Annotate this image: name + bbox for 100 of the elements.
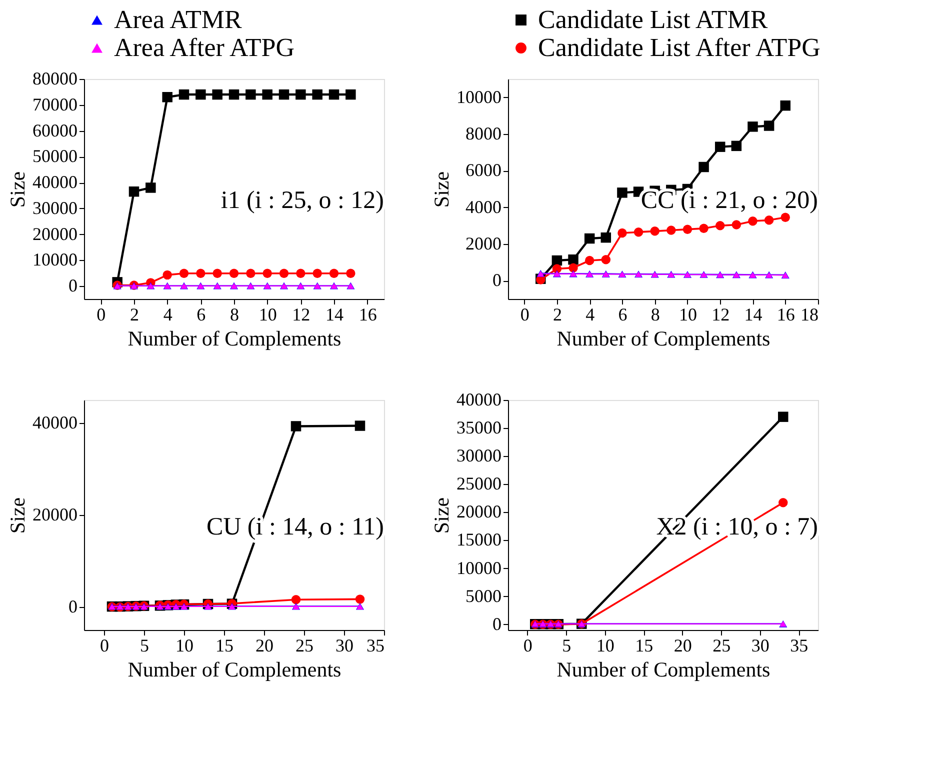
point — [346, 268, 356, 278]
x-tick-label: 20 — [256, 636, 274, 656]
point — [290, 421, 302, 432]
legend-label: Area After ATPG — [114, 33, 295, 62]
x-tick-label: 0 — [520, 304, 530, 324]
point — [748, 122, 758, 132]
x-tick-label: 5 — [562, 636, 572, 656]
point — [699, 224, 708, 234]
y-axis-title: Size — [6, 171, 30, 208]
y-axis-title: Size — [430, 171, 454, 208]
y-tick-label: 8000 — [466, 124, 502, 144]
y-tick-label: 50000 — [32, 146, 78, 166]
point — [312, 268, 322, 278]
x-tick-label: 10 — [596, 636, 614, 656]
point — [568, 254, 578, 265]
point — [128, 186, 140, 197]
y-tick-label: 0 — [68, 276, 78, 296]
point — [328, 89, 340, 100]
annotation: i1 (i : 25, o : 12) — [220, 187, 384, 214]
y-tick-label: 40000 — [456, 390, 502, 410]
x-tick-label: 15 — [635, 636, 654, 656]
x-tick-label: 10 — [176, 636, 194, 656]
point — [196, 268, 206, 278]
x-tick-label: 8 — [650, 304, 660, 324]
y-tick-label: 35000 — [456, 418, 502, 438]
point — [229, 268, 239, 278]
point — [246, 89, 256, 100]
point — [780, 212, 790, 222]
x-axis-title: Number of Complements — [556, 658, 770, 682]
x-tick-label: 14 — [744, 304, 762, 324]
point — [346, 89, 356, 100]
point — [228, 89, 240, 100]
x-tick-label: 0 — [523, 636, 532, 656]
point — [178, 89, 190, 100]
x-tick-label: 30 — [336, 636, 354, 656]
point — [162, 270, 172, 280]
y-axis-title: Size — [430, 497, 454, 534]
point — [584, 256, 594, 266]
point — [312, 89, 322, 100]
y-tick-label: 20000 — [32, 224, 78, 244]
point — [552, 264, 562, 274]
y-tick-label: 40000 — [32, 412, 78, 432]
y-tick-label: 20000 — [456, 502, 502, 522]
x-tick-label: 8 — [230, 304, 239, 324]
x-tick-label: 16 — [776, 304, 795, 324]
point — [354, 420, 366, 431]
point — [780, 100, 790, 111]
y-tick-label: 5000 — [466, 586, 502, 606]
x-axis-title: Number of Complements — [556, 326, 770, 350]
x-tick-label: 6 — [618, 304, 628, 324]
x-tick-label: 0 — [100, 636, 109, 656]
y-tick-label: 30000 — [32, 198, 78, 218]
point — [764, 216, 774, 225]
point — [262, 89, 272, 100]
point — [600, 232, 612, 243]
x-tick-label: 2 — [130, 304, 139, 324]
point — [246, 268, 256, 278]
x-tick-label: 10 — [258, 304, 277, 324]
x-tick-label: 35 — [790, 636, 808, 656]
y-tick-label: 60000 — [32, 120, 78, 140]
x-tick-label: 5 — [140, 636, 149, 656]
x-tick-label: 25 — [712, 636, 731, 656]
y-tick-label: 0 — [492, 270, 502, 290]
point — [748, 216, 758, 226]
y-tick-label: 80000 — [32, 68, 78, 88]
point — [715, 221, 725, 230]
y-tick-label: 0 — [492, 614, 502, 634]
y-tick-label: 4000 — [466, 196, 502, 217]
x-tick-label: 4 — [586, 304, 595, 324]
x-tick-label: 14 — [326, 304, 344, 324]
y-tick-label: 10000 — [32, 250, 78, 270]
y-tick-label: 40000 — [32, 172, 78, 192]
x-tick-label: 16 — [358, 304, 377, 324]
legend-label: Area ATMR — [114, 5, 242, 34]
y-tick-label: 10000 — [456, 558, 502, 578]
y-axis-title: Size — [6, 497, 30, 534]
x-tick-label: 12 — [712, 304, 730, 324]
point — [146, 182, 156, 193]
point — [291, 595, 301, 604]
x-tick-label: 4 — [163, 304, 172, 324]
x-tick-label: 0 — [96, 304, 106, 324]
point — [714, 142, 726, 152]
point — [618, 228, 627, 238]
x-tick-label: 35 — [366, 636, 384, 656]
y-tick-label: 25000 — [456, 474, 502, 494]
x-tick-label: 18 — [800, 304, 818, 324]
point — [296, 268, 306, 278]
y-tick-label: 20000 — [32, 504, 78, 524]
point — [732, 220, 742, 230]
point — [329, 268, 339, 278]
y-tick-label: 10000 — [456, 86, 502, 107]
point — [682, 224, 692, 234]
y-tick-label: 0 — [68, 596, 78, 616]
y-tick-label: 30000 — [456, 446, 502, 466]
point — [601, 254, 611, 264]
y-tick-label: 15000 — [456, 530, 502, 550]
x-tick-label: 6 — [196, 304, 206, 324]
point — [179, 268, 189, 278]
point — [212, 268, 222, 278]
point — [778, 498, 788, 508]
